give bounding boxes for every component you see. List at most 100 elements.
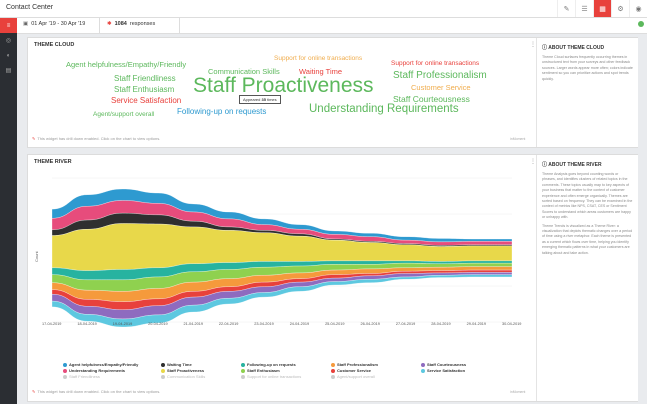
legend-item[interactable]: Staff Professionalism bbox=[331, 362, 378, 367]
legend-dot bbox=[421, 362, 425, 367]
info-icon: ⓘ bbox=[542, 45, 549, 51]
legend-item[interactable]: Agent/support overall bbox=[331, 374, 375, 379]
about-theme-river-title: ⓘ ABOUT THEME RIVER bbox=[542, 162, 602, 168]
legend-item[interactable]: Communication Skills bbox=[161, 374, 205, 379]
about-theme-river-text-1: Theme Analysis goes beyond counting word… bbox=[542, 172, 633, 220]
legend-item[interactable]: Staff Courteousness bbox=[421, 362, 466, 367]
x-tick-label: 17-04-2019 bbox=[42, 322, 62, 326]
legend-item[interactable]: Customer Service bbox=[331, 368, 371, 373]
theme-cloud-menu-icon[interactable]: ⋮ bbox=[530, 42, 536, 48]
legend-dot bbox=[331, 368, 335, 373]
top-bar: Contact Center ✎ ☰ ▦ ⚙ ◉ bbox=[0, 0, 647, 18]
x-tick-label: 26-04-2019 bbox=[360, 322, 380, 326]
legend-item[interactable]: Support for online transactions bbox=[241, 374, 301, 379]
cloud-word[interactable]: Understanding Requirements bbox=[309, 103, 459, 115]
x-tick-label: 22-04-2019 bbox=[218, 322, 239, 326]
legend-label: Agent/support overall bbox=[337, 374, 375, 379]
x-tick-label: 18-04-2019 bbox=[77, 322, 97, 326]
legend-item[interactable]: Agent helpfulness/Empathy/Friendly bbox=[63, 362, 138, 367]
legend-item[interactable]: Staff Friendliness bbox=[63, 374, 100, 379]
theme-cloud-brand: inMoment bbox=[510, 137, 526, 141]
legend-label: Communication Skills bbox=[167, 374, 206, 379]
legend-label: Staff Proactiveness bbox=[167, 368, 205, 373]
legend-dot bbox=[241, 362, 245, 367]
app-title: Contact Center bbox=[6, 4, 54, 11]
x-tick-label: 27-04-2019 bbox=[395, 322, 416, 326]
legend-label: Waiting Time bbox=[167, 362, 192, 367]
analytics-icon[interactable]: ◐ bbox=[6, 52, 11, 59]
responses-count: 1084 bbox=[114, 21, 127, 27]
top-toolbar: ✎ ☰ ▦ ⚙ ◉ bbox=[557, 0, 647, 17]
legend-label: Agent helpfulness/Empathy/Friendly bbox=[69, 362, 139, 367]
cloud-word[interactable]: Staff Enthusiasm bbox=[114, 85, 175, 94]
theme-river-brand: inMoment bbox=[510, 390, 526, 394]
legend-dot bbox=[63, 374, 67, 379]
responses-label: responses bbox=[129, 21, 156, 27]
legend-item[interactable]: Service Satisfaction bbox=[421, 368, 465, 373]
cloud-word[interactable]: Staff Courteousness bbox=[393, 94, 470, 104]
x-tick-label: 24-04-2019 bbox=[289, 322, 310, 326]
theme-river-footer: ✎ This widget has drill down enabled. Cl… bbox=[32, 389, 161, 394]
about-theme-river: ⓘ ABOUT THEME RIVER Theme Analysis goes … bbox=[536, 155, 638, 401]
cloud-word[interactable]: Customer Service bbox=[411, 83, 471, 92]
theme-river-title: THEME RIVER bbox=[34, 159, 72, 165]
dashboard-icon[interactable]: ▦ bbox=[593, 0, 611, 17]
river-series-service-satisfaction[interactable] bbox=[51, 274, 513, 328]
theme-cloud-tooltip: Appeared 35 times bbox=[239, 95, 281, 104]
cloud-word[interactable]: Agent helpfulness/Empathy/Friendly bbox=[66, 60, 187, 69]
theme-cloud-panel: THEME CLOUD ⋮ Agent helpfulness/Empathy/… bbox=[27, 37, 638, 148]
legend-item[interactable]: Following-up on requests bbox=[241, 362, 296, 367]
legend-label: Staff Enthusiasm bbox=[247, 368, 280, 373]
legend-dot bbox=[331, 362, 335, 367]
y-axis-label: Count bbox=[34, 250, 39, 262]
theme-river-menu-icon[interactable]: ⋮ bbox=[530, 159, 536, 165]
x-tick-label: 30-04-2019 bbox=[502, 322, 522, 326]
cloud-word[interactable]: Staff Professionalism bbox=[393, 70, 487, 81]
legend-item[interactable]: Staff Enthusiasm bbox=[241, 368, 280, 373]
date-range-filter[interactable]: ▣ 01 Apr '19 - 30 Apr '19 bbox=[23, 21, 85, 27]
legend-dot bbox=[161, 374, 165, 379]
cloud-word[interactable]: Staff Proactiveness bbox=[193, 74, 374, 97]
legend-label: Staff Professionalism bbox=[337, 362, 378, 367]
about-theme-cloud-text: Theme Cloud surfaces frequently occurrin… bbox=[542, 55, 633, 81]
legend-label: Staff Courteousness bbox=[427, 362, 467, 367]
legend-label: Service Satisfaction bbox=[427, 368, 466, 373]
legend-label: Support for online transactions bbox=[247, 374, 302, 379]
x-tick-label: 21-04-2019 bbox=[183, 322, 203, 326]
cloud-word[interactable]: Following-up on requests bbox=[177, 107, 267, 116]
user-icon[interactable]: ◉ bbox=[629, 0, 647, 17]
pencil-icon[interactable]: ✎ bbox=[557, 0, 575, 17]
info-icon: ⓘ bbox=[542, 162, 549, 168]
legend-dot bbox=[241, 368, 245, 373]
legend-item[interactable]: Understanding Requirements bbox=[63, 368, 125, 373]
legend-dot bbox=[161, 368, 165, 373]
x-tick-label: 29-04-2019 bbox=[466, 322, 487, 326]
legend-item[interactable]: Staff Proactiveness bbox=[161, 368, 204, 373]
x-tick-label: 25-04-2019 bbox=[325, 322, 345, 326]
cloud-word[interactable]: Support for online transactions bbox=[391, 60, 480, 67]
inbox-icon[interactable]: ▤ bbox=[5, 68, 12, 74]
responses-icon: ✱ bbox=[107, 21, 112, 27]
cloud-word[interactable]: Service Satisfaction bbox=[111, 96, 182, 105]
legend-label: Following-up on requests bbox=[247, 362, 296, 367]
chat-icon[interactable]: ◎ bbox=[5, 38, 12, 44]
date-range-value: 01 Apr '19 - 30 Apr '19 bbox=[31, 21, 86, 27]
gear-icon[interactable]: ⚙ bbox=[611, 0, 629, 17]
legend-item[interactable]: Waiting Time bbox=[161, 362, 192, 367]
x-tick-label: 23-04-2019 bbox=[254, 322, 274, 326]
cloud-word[interactable]: Communication Skills bbox=[208, 67, 280, 76]
cloud-word[interactable]: Staff Friendliness bbox=[114, 74, 176, 83]
theme-cloud-footer: ✎ This widget has drill down enabled. Cl… bbox=[32, 136, 161, 141]
responses-filter[interactable]: ✱ 1084 responses bbox=[107, 21, 155, 27]
filter-bar: ▣ 01 Apr '19 - 30 Apr '19 ✱ 1084 respons… bbox=[17, 18, 647, 34]
legend-dot bbox=[161, 362, 165, 367]
cloud-word[interactable]: Agent/support overall bbox=[93, 111, 155, 118]
x-tick-label: 20-04-2019 bbox=[148, 322, 168, 326]
list-icon[interactable]: ☰ bbox=[575, 0, 593, 17]
x-tick-label: 28-04-2019 bbox=[431, 322, 451, 326]
cloud-word[interactable]: Support for online transactions bbox=[274, 55, 363, 62]
cloud-word[interactable]: Waiting Time bbox=[299, 67, 343, 76]
home-icon[interactable]: ≡ bbox=[0, 18, 17, 33]
legend-label: Understanding Requirements bbox=[69, 368, 126, 373]
